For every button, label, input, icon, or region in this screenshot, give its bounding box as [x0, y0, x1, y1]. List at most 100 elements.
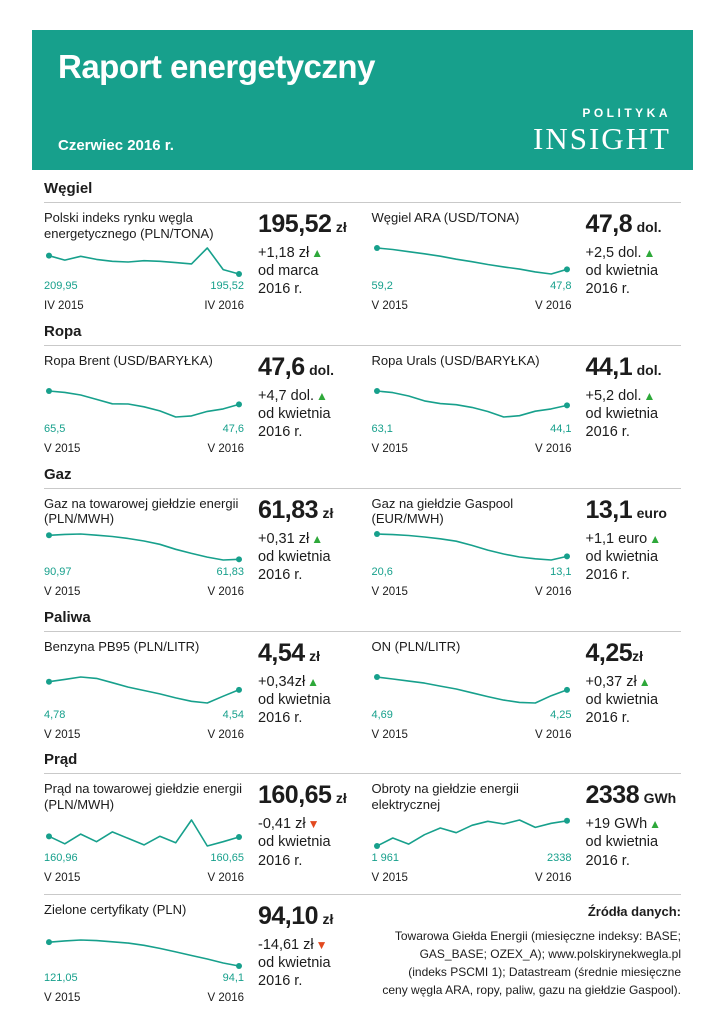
series-start-value: 63,1: [371, 422, 393, 435]
metric-panel: Zielone certyfikaty (PLN) 121,05 94,1 V …: [44, 902, 354, 1005]
trend-arrow-icon: ▲: [649, 817, 662, 832]
headline-unit: GWh: [643, 790, 677, 807]
x-axis-end-label: V 2016: [535, 300, 572, 313]
trend-arrow-icon: ▲: [311, 246, 324, 260]
x-axis-start-label: IV 2015: [44, 300, 84, 313]
series-start-value: 90,97: [44, 565, 72, 578]
headline-value: 47,6: [258, 352, 305, 381]
data-sources: Źródła danych: Towarowa Giełda Energii (…: [372, 902, 681, 1005]
chart-block: Gaz na towarowej giełdzie energii (PLN/M…: [44, 496, 244, 599]
x-axis-end-label: V 2016: [207, 728, 244, 741]
x-axis-end-label: V 2016: [535, 585, 572, 598]
chart-block: Zielone certyfikaty (PLN) 121,05 94,1 V …: [44, 902, 244, 1005]
x-axis-end-label: V 2016: [207, 871, 244, 884]
headline-unit: zł: [322, 911, 334, 928]
trend-arrow-icon: ▼: [315, 938, 328, 953]
headline-value: 13,1: [585, 495, 633, 524]
section-wegiel: Węgiel Polski indeks rynku węgla energet…: [44, 180, 681, 313]
sparkline-chart: [372, 672, 572, 708]
change-period: od kwietnia 2016 r.: [258, 955, 331, 990]
series-end-value: 4,25: [550, 708, 572, 721]
change-value: +2,5 dol.: [585, 245, 642, 261]
sparkline-chart: [44, 815, 244, 851]
stats-block: 44,1 dol. +5,2 dol. ▲ od kwietnia 2016 r.: [586, 353, 682, 456]
x-axis-start-label: V 2015: [44, 992, 81, 1005]
stats-block: 195,52 zł +1,18 zł ▲ od marca 2016 r.: [258, 210, 354, 313]
sparkline-chart: [44, 672, 244, 708]
x-axis-end-label: V 2016: [207, 443, 244, 456]
headline-unit: dol.: [636, 219, 662, 235]
report-date: Czerwiec 2016 r.: [58, 137, 174, 154]
headline-value: 4,25: [585, 638, 633, 667]
headline-unit: zł: [335, 219, 347, 235]
brand-insight-wordmark: INSIGHT: [533, 121, 671, 156]
change-value: -0,41 zł: [258, 816, 306, 833]
metric-panel: Polski indeks rynku węgla energetycznego…: [44, 210, 354, 313]
chart-title: Benzyna PB95 (PLN/LITR): [44, 638, 200, 654]
sparkline-chart: [372, 815, 572, 851]
chart-block: Ropa Brent (USD/BARYŁKA) 65,5 47,6 V 201…: [44, 353, 244, 456]
headline-unit: zł: [322, 504, 334, 521]
series-end-value: 44,1: [550, 422, 572, 435]
series-end-value: 160,65: [210, 851, 244, 864]
chart-block: Obroty na giełdzie energii elektrycznej …: [372, 781, 572, 884]
change-value: -14,61 zł: [258, 937, 314, 954]
change-value: +1,18 zł: [258, 245, 310, 261]
change-period: od kwietnia 2016 r.: [585, 691, 659, 726]
trend-arrow-icon: ▲: [643, 388, 656, 403]
chart-title: Obroty na giełdzie energii elektrycznej: [371, 781, 519, 812]
change-value: +19 GWh: [585, 816, 648, 833]
chart-block: Gaz na giełdzie Gaspool (EUR/MWH) 20,6 1…: [372, 496, 572, 599]
x-axis-start-label: V 2015: [371, 871, 408, 884]
chart-title: Węgiel ARA (USD/TONA): [371, 210, 520, 225]
series-start-value: 209,95: [44, 280, 78, 293]
series-start-value: 160,96: [44, 851, 78, 864]
x-axis-start-label: V 2015: [44, 728, 81, 741]
series-start-value: 65,5: [44, 422, 66, 435]
x-axis-end-label: V 2016: [535, 871, 572, 884]
headline-value: 44,1: [585, 352, 633, 381]
stats-block: 61,83 zł +0,31 zł ▲ od kwietnia 2016 r.: [258, 496, 354, 599]
chart-block: ON (PLN/LITR) 4,69 4,25 V 2015 V 2016: [372, 639, 572, 742]
change-period: od kwietnia 2016 r.: [585, 834, 659, 869]
headline-unit: zł: [335, 790, 347, 807]
chart-title: Gaz na towarowej giełdzie energii (PLN/M…: [44, 495, 239, 527]
series-end-value: 4,54: [222, 708, 244, 721]
change-period: od kwietnia 2016 r.: [258, 834, 331, 869]
x-axis-end-label: IV 2016: [204, 300, 244, 313]
chart-block: Benzyna PB95 (PLN/LITR) 4,78 4,54 V 2015…: [44, 639, 244, 742]
metric-panel: Obroty na giełdzie energii elektrycznej …: [372, 781, 682, 884]
x-axis-start-label: V 2015: [371, 585, 408, 598]
section-zielone-certyfikaty: Zielone certyfikaty (PLN) 121,05 94,1 V …: [44, 894, 681, 1005]
chart-block: Węgiel ARA (USD/TONA) 59,2 47,8 V 2015 V…: [372, 210, 572, 313]
stats-block: 47,8 dol. +2,5 dol. ▲ od kwietnia 2016 r.: [586, 210, 682, 313]
series-end-value: 13,1: [550, 565, 572, 578]
change-period: od kwietnia 2016 r.: [258, 691, 331, 726]
change-value: +0,31 zł: [258, 530, 310, 547]
sparkline-chart: [44, 529, 244, 565]
brand-logo: POLITYKA INSIGHT: [533, 107, 671, 154]
section-paliwa: Paliwa Benzyna PB95 (PLN/LITR) 4,78 4,54…: [44, 609, 681, 742]
metric-panel: Węgiel ARA (USD/TONA) 59,2 47,8 V 2015 V…: [372, 210, 682, 313]
report-header: Raport energetyczny Czerwiec 2016 r. POL…: [32, 30, 693, 170]
series-start-value: 121,05: [44, 972, 78, 985]
headline-value: 47,8: [585, 210, 633, 238]
metric-panel: ON (PLN/LITR) 4,69 4,25 V 2015 V 2016: [372, 639, 682, 742]
chart-title: Polski indeks rynku węgla energetycznego…: [44, 210, 214, 241]
brand-politaka-wordmark: POLITYKA: [582, 106, 671, 120]
trend-arrow-icon: ▲: [316, 388, 328, 403]
chart-title: Ropa Brent (USD/BARYŁKA): [44, 352, 213, 368]
sparkline-chart: [372, 529, 572, 565]
change-value: +1,1 euro: [585, 530, 648, 547]
change-period: od marca 2016 r.: [258, 263, 319, 298]
sparkline-chart: [44, 386, 244, 422]
section-title: Gaz: [44, 465, 72, 483]
headline-value: 195,52: [258, 210, 332, 238]
series-end-value: 2338: [547, 851, 572, 864]
divider: [44, 773, 681, 775]
trend-arrow-icon: ▲: [638, 674, 651, 689]
metric-panel: Ropa Brent (USD/BARYŁKA) 65,5 47,6 V 201…: [44, 353, 354, 456]
stats-block: 13,1 euro +1,1 euro ▲ od kwietnia 2016 r.: [586, 496, 682, 599]
sources-text: Towarowa Giełda Energii (miesięczne inde…: [382, 929, 681, 998]
sources-title: Źródła danych:: [587, 904, 681, 920]
